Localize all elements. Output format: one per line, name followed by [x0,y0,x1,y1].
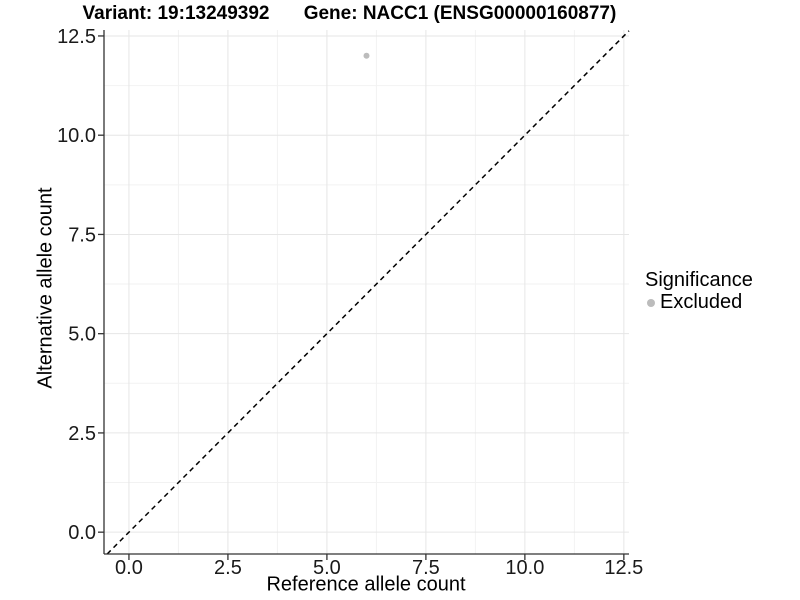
x-axis-title: Reference allele count [266,573,466,596]
variant-title: Variant: 19:13249392 [82,3,270,24]
y-tick-label: 0.0 [68,522,96,544]
x-tick-label: 10.0 [505,557,544,579]
data-point [363,52,370,59]
x-tick-label: 5.0 [313,557,341,579]
y-tick-label: 5.0 [68,324,96,346]
x-tick-label: 12.5 [604,557,643,579]
identity-line [106,30,630,555]
excluded-point-icon [647,298,655,307]
y-axis-title: Alternative allele count [34,187,57,389]
x-tick-label: 2.5 [214,557,242,579]
y-tick-label: 7.5 [68,224,96,246]
legend-title: Significance [645,269,753,291]
legend: Significance Excluded [645,268,753,313]
y-tick-label: 12.5 [57,26,96,48]
y-tick-label: 10.0 [57,125,96,147]
legend-item-label: Excluded [660,291,743,313]
y-tick-label: 2.5 [68,423,96,445]
legend-item-excluded: Excluded [645,292,753,313]
x-tick-label: 0.0 [115,557,143,579]
gene-title: Gene: NACC1 (ENSG00000160877) [303,3,617,24]
x-tick-label: 7.5 [412,557,440,579]
